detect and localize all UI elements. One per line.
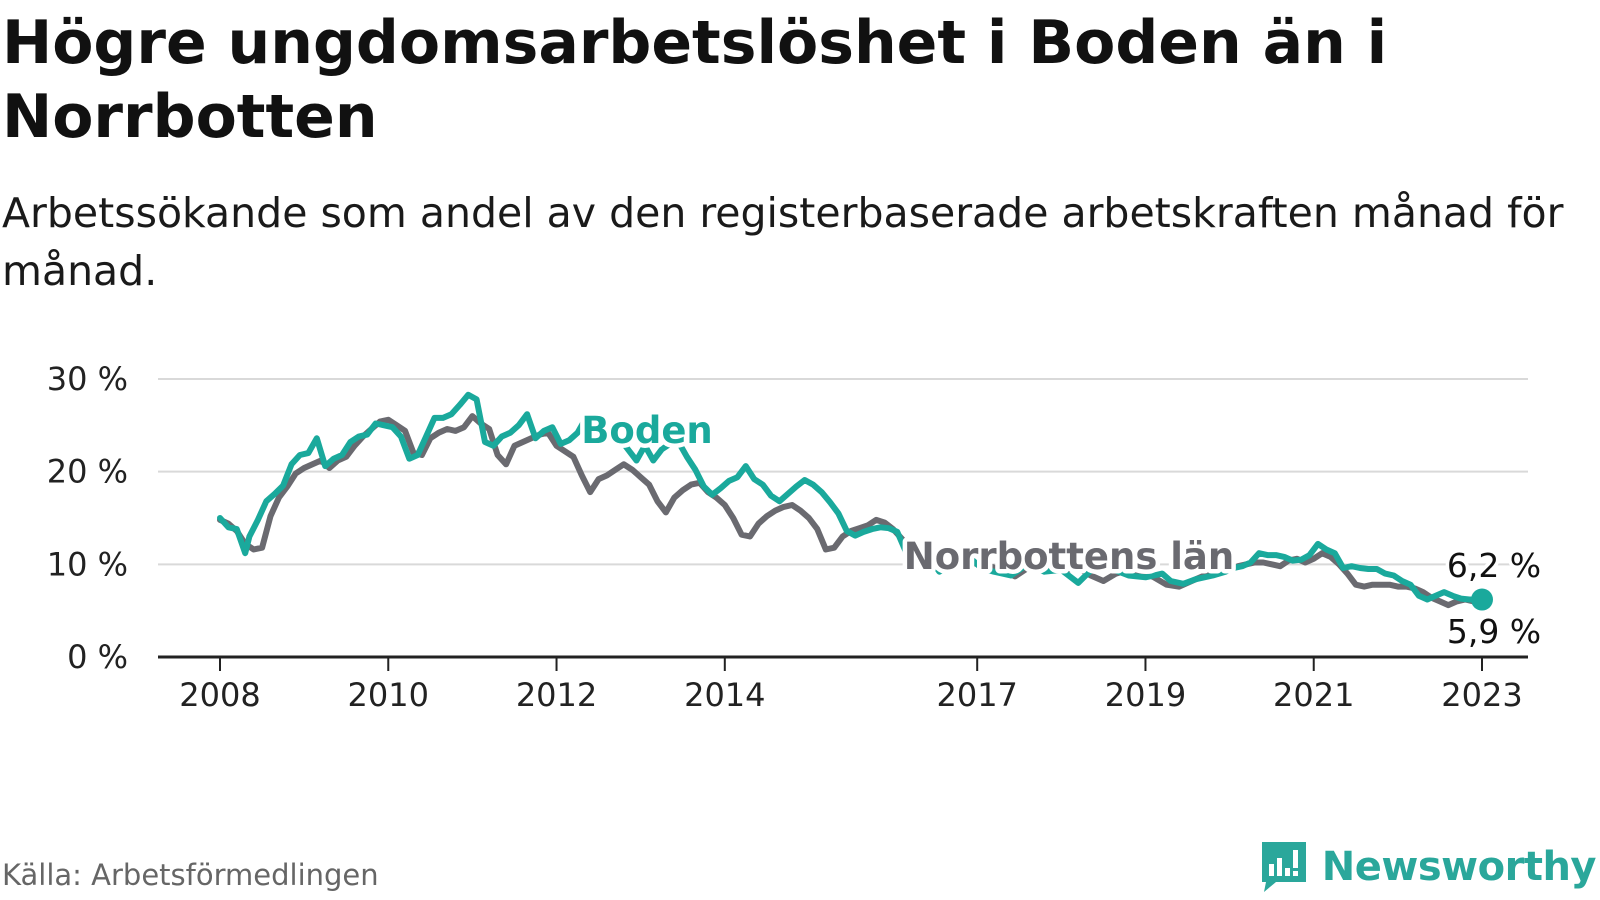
x-tick-label: 2012 xyxy=(516,676,597,714)
boden-end-value: 6,2 % xyxy=(1447,546,1541,585)
norrbotten-series-label-halo: Norrbottens län xyxy=(904,535,1235,578)
norrbotten-end-value-halo: 5,9 % xyxy=(1447,612,1541,651)
x-tick-label: 2014 xyxy=(684,676,765,714)
brand-logo[interactable]: Newsworthy xyxy=(1258,838,1597,896)
newsworthy-logo-icon xyxy=(1261,842,1306,892)
y-tick-label: 20 % xyxy=(47,453,128,491)
brand-name: Newsworthy xyxy=(1321,844,1597,890)
boden-series-label: Boden xyxy=(581,409,713,452)
y-tick-label: 0 % xyxy=(67,638,128,676)
y-tick-label: 30 % xyxy=(47,360,128,398)
norrbotten-end-value: 5,9 % xyxy=(1447,612,1541,651)
chart-subtitle: Arbetssökande som andel av den registerb… xyxy=(2,189,1564,295)
grid-lines xyxy=(158,378,1528,566)
boden-series-label-halo: Boden xyxy=(581,409,713,452)
boden-line xyxy=(217,391,1485,603)
x-tick-label: 2017 xyxy=(936,676,1017,714)
x-tick-label: 2021 xyxy=(1273,676,1354,714)
norrbotten-series-label: Norrbottens län xyxy=(904,535,1235,578)
x-tick-label: 2023 xyxy=(1441,676,1522,714)
x-tick-label: 2010 xyxy=(348,676,429,714)
norrbotten-line xyxy=(217,413,1485,609)
chart-title: Högre ungdomsarbetslöshet i Boden än i N… xyxy=(2,8,1388,152)
boden-end-value-halo: 6,2 % xyxy=(1447,546,1541,585)
y-tick-label: 10 % xyxy=(47,545,128,583)
series-lines xyxy=(217,391,1493,611)
x-tick-label: 2008 xyxy=(179,676,260,714)
y-axis-labels: 0 % 10 % 20 % 30 % xyxy=(47,360,128,676)
source-note: Källa: Arbetsförmedlingen xyxy=(2,858,379,892)
boden-end-point xyxy=(1471,588,1493,611)
x-axis: 2008 2010 2012 2014 2017 2019 2021 2023 xyxy=(158,655,1528,714)
x-tick-label: 2019 xyxy=(1105,676,1186,714)
